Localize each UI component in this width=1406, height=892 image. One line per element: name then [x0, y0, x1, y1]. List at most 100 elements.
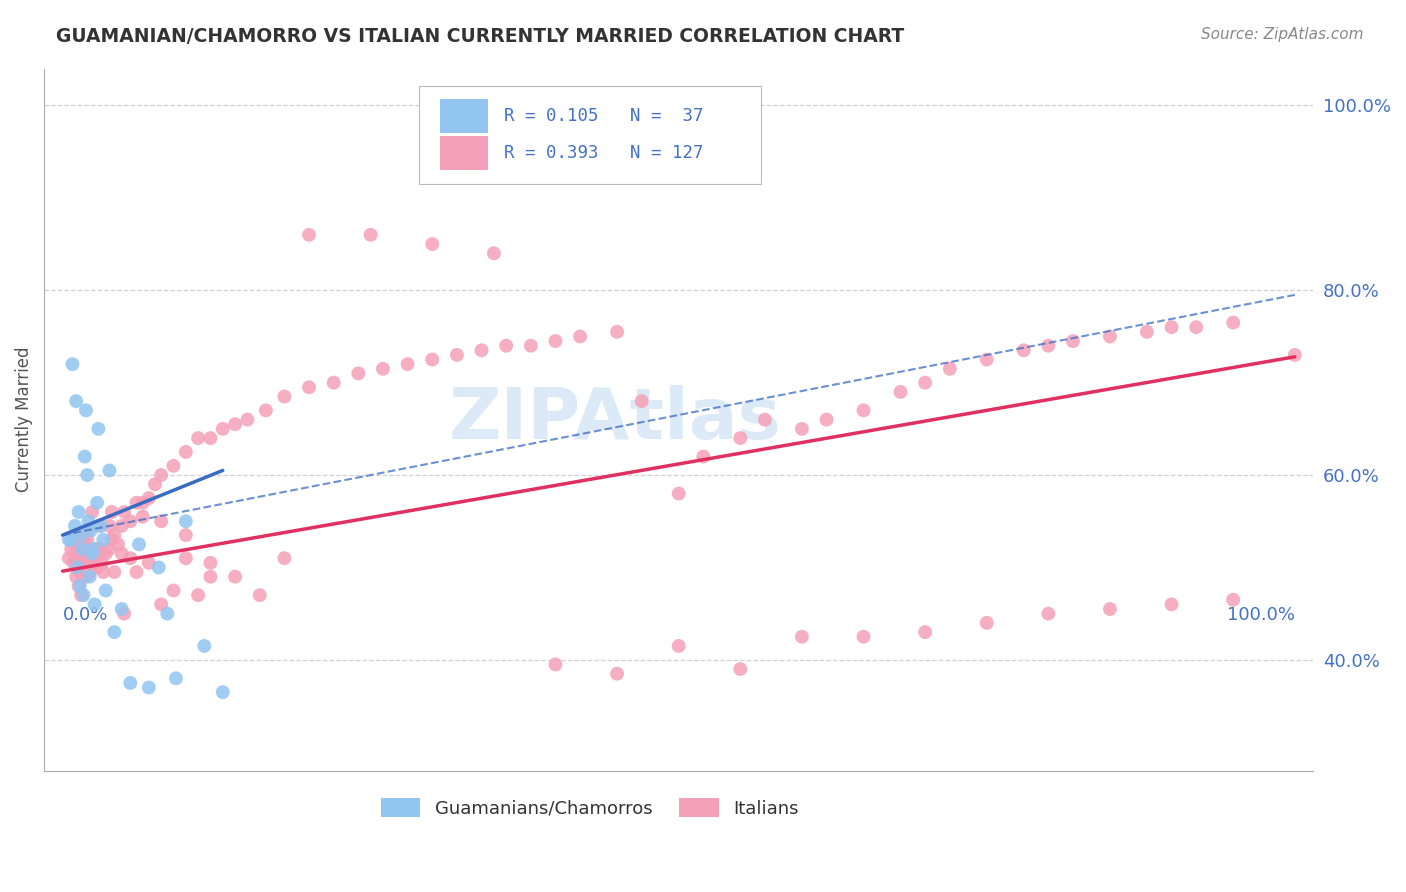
Point	[70, 537, 93, 551]
Point	[156, 607, 179, 621]
Point	[1222, 592, 1244, 607]
Y-axis label: Currently Married: Currently Married	[15, 347, 32, 492]
Point	[91, 547, 114, 561]
Point	[1098, 329, 1121, 343]
Point	[67, 551, 90, 566]
Point	[1222, 316, 1244, 330]
Point	[128, 537, 150, 551]
Point	[138, 681, 160, 695]
Point	[75, 403, 97, 417]
Point	[62, 357, 84, 371]
Point	[148, 560, 170, 574]
Point	[87, 560, 110, 574]
Point	[1160, 598, 1182, 612]
Point	[63, 533, 86, 547]
Point	[90, 519, 112, 533]
Point	[174, 514, 197, 528]
Point	[174, 445, 197, 459]
Point	[187, 588, 209, 602]
Point	[224, 417, 246, 432]
Point	[66, 541, 89, 556]
Point	[131, 496, 153, 510]
Point	[569, 329, 592, 343]
Point	[815, 412, 838, 426]
Text: 0.0%: 0.0%	[63, 606, 108, 624]
Point	[730, 431, 752, 445]
Point	[790, 422, 813, 436]
Text: GUAMANIAN/CHAMORRO VS ITALIAN CURRENTLY MARRIED CORRELATION CHART: GUAMANIAN/CHAMORRO VS ITALIAN CURRENTLY …	[56, 27, 904, 45]
Point	[101, 505, 124, 519]
Point	[82, 541, 104, 556]
Text: ZIPAtlas: ZIPAtlas	[449, 385, 782, 454]
Point	[211, 422, 233, 436]
Point	[73, 450, 96, 464]
Point	[72, 533, 94, 547]
Point	[1160, 320, 1182, 334]
Point	[82, 556, 104, 570]
Point	[200, 431, 222, 445]
Point	[1012, 343, 1035, 358]
Point	[91, 533, 114, 547]
Point	[668, 639, 690, 653]
Point	[77, 514, 100, 528]
Point	[754, 412, 776, 426]
Point	[111, 602, 134, 616]
Point	[65, 394, 87, 409]
FancyBboxPatch shape	[440, 99, 488, 133]
Point	[1062, 334, 1084, 348]
Point	[63, 519, 86, 533]
Point	[1098, 602, 1121, 616]
FancyBboxPatch shape	[419, 86, 761, 185]
Point	[98, 541, 121, 556]
Point	[420, 352, 443, 367]
Point	[67, 579, 90, 593]
Point	[87, 422, 110, 436]
Point	[520, 339, 543, 353]
Point	[1185, 320, 1208, 334]
Point	[79, 551, 101, 566]
Point	[73, 569, 96, 583]
Point	[347, 367, 370, 381]
Point	[236, 412, 259, 426]
Point	[420, 237, 443, 252]
Point	[76, 468, 98, 483]
Point	[1136, 325, 1159, 339]
Point	[790, 630, 813, 644]
Point	[446, 348, 468, 362]
Point	[82, 547, 104, 561]
Point	[70, 588, 93, 602]
Point	[89, 541, 111, 556]
Point	[112, 607, 135, 621]
Point	[120, 514, 142, 528]
Legend: Guamanians/Chamorros, Italians: Guamanians/Chamorros, Italians	[374, 790, 807, 825]
Text: Source: ZipAtlas.com: Source: ZipAtlas.com	[1201, 27, 1364, 42]
Point	[120, 676, 142, 690]
Point	[1284, 348, 1306, 362]
Point	[76, 524, 98, 538]
Point	[165, 671, 187, 685]
Point	[73, 547, 96, 561]
Point	[914, 625, 936, 640]
Point	[120, 551, 142, 566]
Point	[91, 565, 114, 579]
Point	[82, 547, 104, 561]
Point	[69, 579, 91, 593]
Point	[544, 657, 567, 672]
Point	[125, 496, 148, 510]
Point	[80, 541, 103, 556]
Point	[112, 505, 135, 519]
Point	[162, 583, 184, 598]
Point	[60, 533, 83, 547]
Point	[69, 565, 91, 579]
Point	[72, 560, 94, 574]
Point	[98, 463, 121, 477]
Point	[249, 588, 271, 602]
Text: 100.0%: 100.0%	[1227, 606, 1295, 624]
Point	[138, 556, 160, 570]
Point	[63, 533, 86, 547]
Point	[98, 519, 121, 533]
Point	[976, 352, 998, 367]
Point	[72, 541, 94, 556]
Point	[103, 625, 125, 640]
Point	[371, 361, 394, 376]
